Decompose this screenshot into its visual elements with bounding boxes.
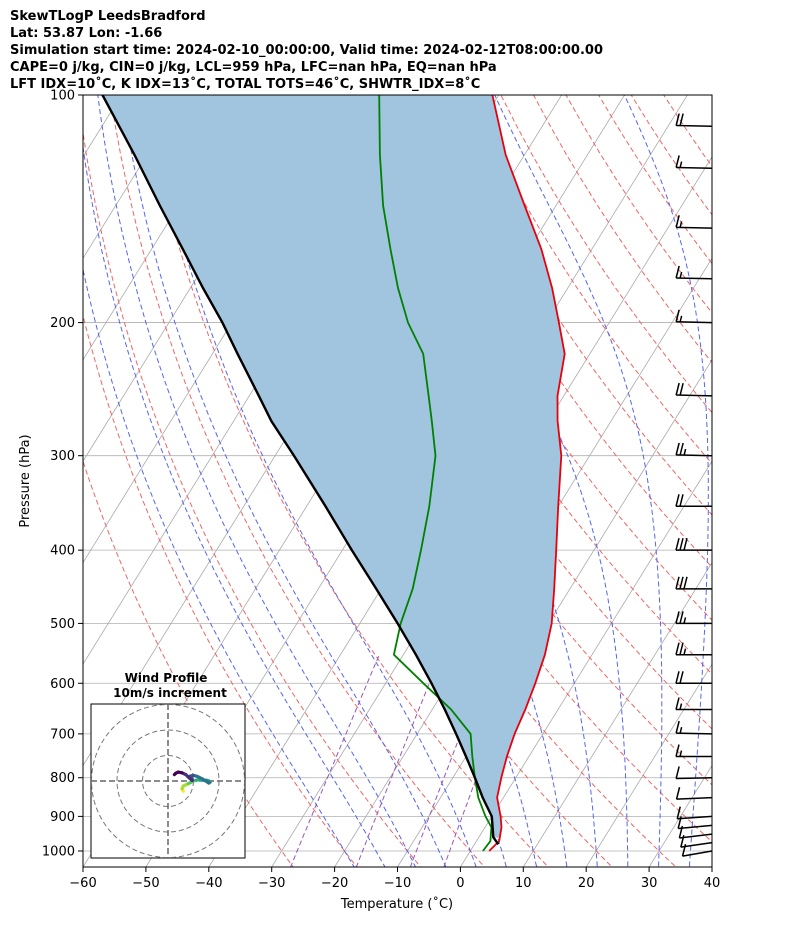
dry-adiabat [598,95,712,265]
x-tick-label: 30 [641,876,658,891]
y-tick-label: 1000 [42,844,75,859]
wind-barb [675,720,713,735]
chart-header: SkewTLogP LeedsBradford Lat: 53.87 Lon: … [10,8,603,93]
wind-barbs [675,113,713,857]
wind-barb [675,215,713,229]
wind-barb [675,671,712,685]
dry-adiabat [240,95,712,843]
mixing-ratio-line [290,654,380,867]
y-tick-label: 300 [50,449,75,464]
wind-barb [675,155,713,170]
wind-barb [675,576,712,590]
y-tick-label: 200 [50,316,75,331]
isotherm-line [459,460,712,867]
x-tick-label: 0 [456,876,464,891]
chart-title: SkewTLogP LeedsBradford [10,9,206,24]
parcel-profile-line [101,95,500,845]
station-coordinates: Lat: 53.87 Lon: -1.66 [10,26,163,41]
y-tick-label: 400 [50,544,75,559]
wind-barb [675,494,712,508]
simulation-times: Simulation start time: 2024-02-10_00:00:… [10,43,603,58]
x-tick-label: 20 [578,876,595,891]
isotherm-line [711,866,712,867]
dry-adiabat [83,129,422,867]
y-tick-label: 500 [50,617,75,632]
hodograph-title: Wind Profile [125,671,208,685]
dry-adiabat [630,95,712,216]
wind-barb [675,113,713,128]
parcel-profile [101,95,500,845]
wind-barb [675,382,713,397]
moist-adiabat [494,95,663,867]
moist-adiabat [719,95,772,882]
isotherm-line [0,78,69,882]
isotherm-line [0,78,6,882]
wind-barb [675,537,712,551]
moist-adiabat [97,95,417,867]
moist-adiabat [623,95,709,867]
hodograph-subtitle: 10m/s increment [113,686,227,700]
wind-barb [675,611,712,625]
y-tick-label: 800 [50,771,75,786]
hodograph-plot [91,704,245,858]
temperature-profile [488,95,566,852]
y-tick-label: 900 [50,810,75,825]
wind-barb [676,806,713,820]
isotherm-line [585,663,712,867]
instability-indices: CAPE=0 j/kg, CIN=0 j/kg, LCL=959 hPa, LF… [10,60,497,75]
dry-adiabat [533,95,712,364]
wind-barb [675,642,712,656]
dry-adiabat [142,95,549,867]
x-tick-label: −40 [195,876,222,891]
wind-barb [675,442,713,457]
wind-barb [675,744,712,758]
mixing-ratio-line [355,654,442,867]
moist-adiabat [148,95,477,867]
isotherm-line [83,95,185,260]
cin-shading [102,95,565,838]
x-axis-label: Temperature (˚C) [340,896,453,912]
stability-indices: LFT IDX=10˚C, K IDX=13˚C, TOTAL TOTS=46˚… [10,77,481,92]
dewpoint-profile [378,95,493,852]
hodograph-inset [90,703,246,859]
moist-adiabat [83,267,355,867]
chart-axes: −60 −50 −40 −30 −20 −10 0 10 20 30 40 100 200 300 400 5… [42,89,720,892]
isotherm-line [334,257,712,867]
y-tick-label: 600 [50,677,75,692]
dry-adiabat [663,95,712,168]
wind-barb [675,697,712,711]
x-tick-label: −30 [258,876,285,891]
mixing-ratio-line [409,654,492,867]
wind-barb [675,787,713,800]
y-axis-label: Pressure (hPa) [18,434,33,527]
hodograph-segment [172,771,178,777]
dry-adiabat [83,459,294,867]
dry-adiabat [467,95,712,465]
x-tick-label: 10 [515,876,532,891]
sounding-data [101,95,566,852]
dry-adiabat [109,95,486,867]
x-tick-label: −10 [384,876,411,891]
isotherm-line [648,764,712,867]
wind-barb [675,265,713,280]
y-tick-label: 100 [50,89,75,104]
moist-adiabat [121,95,447,867]
dry-adiabat [83,313,358,867]
x-tick-label: −20 [321,876,348,891]
x-tick-label: 40 [704,876,721,891]
wind-barb [675,766,713,780]
isotherm-line [522,561,712,867]
dry-adiabat [565,95,712,314]
wind-barb [675,309,713,324]
dry-adiabat [402,95,712,568]
dry-adiabat [435,95,712,516]
x-tick-label: −50 [132,876,159,891]
y-tick-label: 700 [50,727,75,742]
dry-adiabat [272,95,712,786]
x-tick-label: −60 [69,876,96,891]
